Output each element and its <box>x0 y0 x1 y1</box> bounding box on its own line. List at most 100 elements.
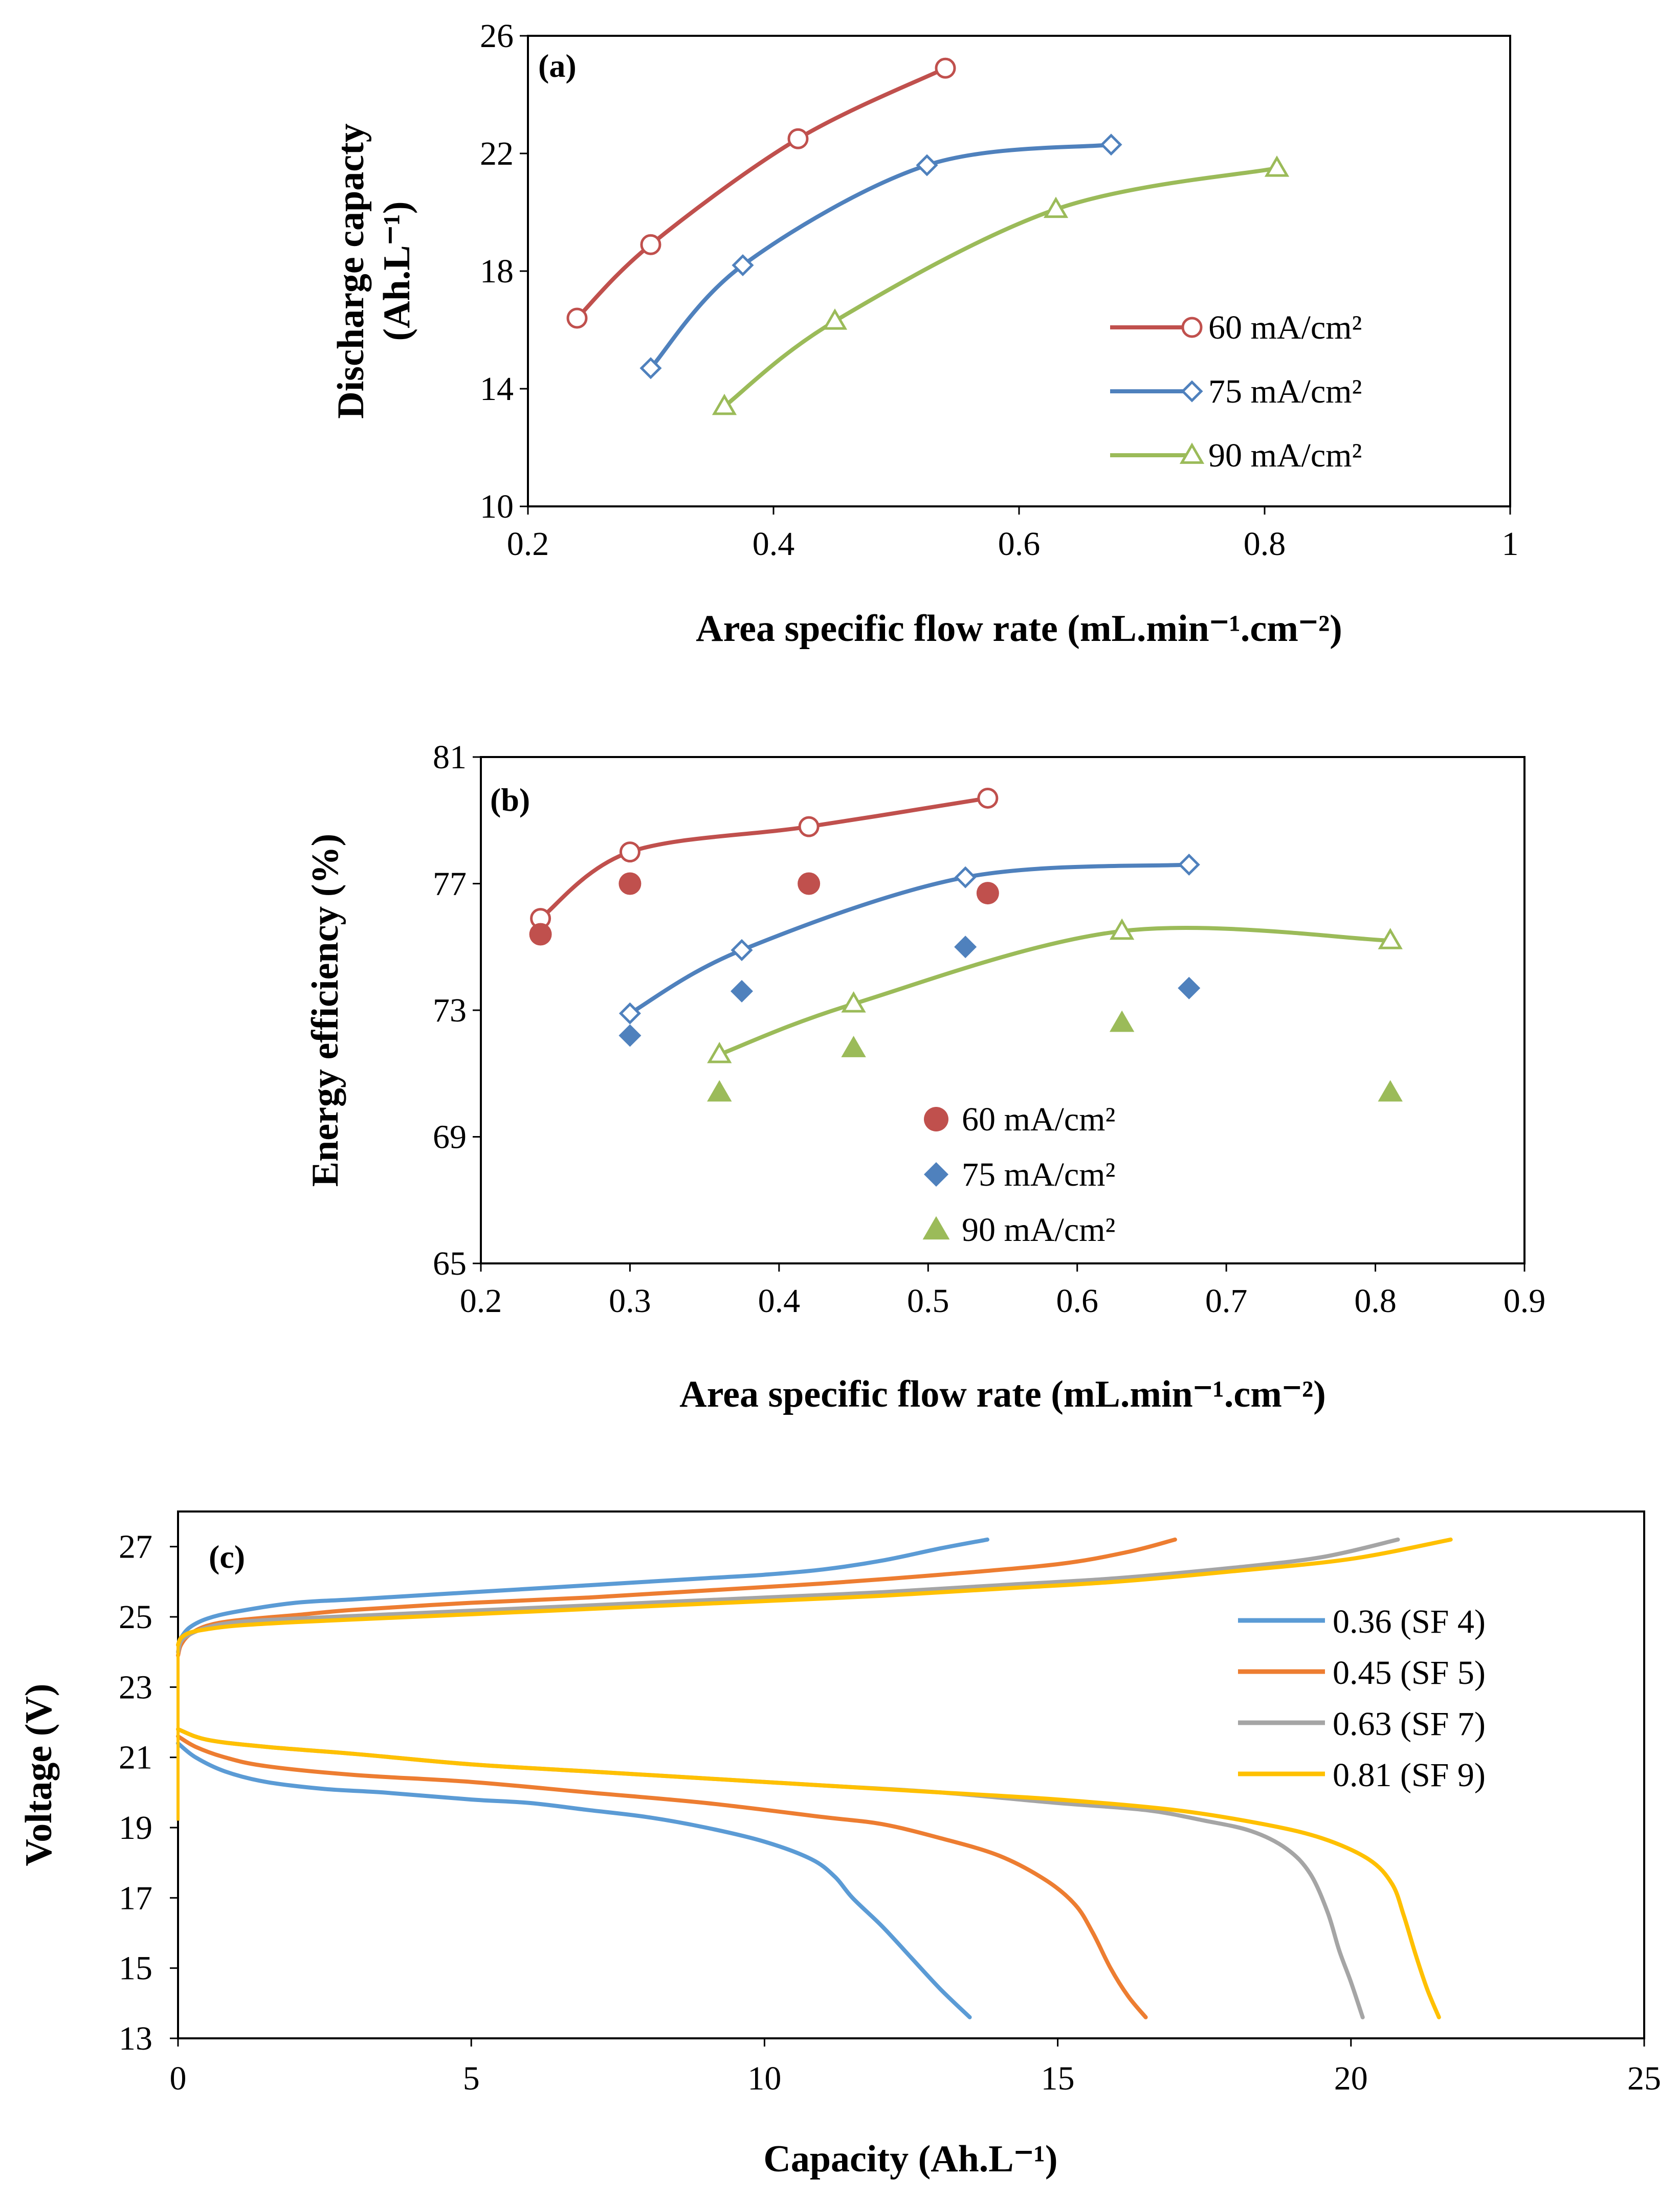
data-point-filled-triangle <box>1109 1010 1135 1032</box>
trend-line-circle <box>538 796 990 921</box>
panel-a-plot-frame <box>527 35 1511 507</box>
y-tick-label: 10 <box>480 488 514 525</box>
trend-point-circle <box>977 787 999 809</box>
data-point-triangle <box>1264 155 1290 177</box>
data-point-filled-triangle <box>841 1036 866 1057</box>
y-tick-label: 26 <box>480 17 514 55</box>
x-tick-label: 0.4 <box>753 525 795 563</box>
trend-point-diamond <box>731 939 753 961</box>
y-tick-label: 15 <box>119 1950 152 1987</box>
x-tick-label: 10 <box>747 2060 781 2097</box>
y-tick-label: 69 <box>433 1119 467 1156</box>
x-tick-label: 20 <box>1334 2060 1368 2097</box>
y-tick-label: 81 <box>433 739 467 776</box>
x-tick-label: 0.8 <box>1244 525 1286 563</box>
legend-label: 75 mA/cm² <box>1208 373 1362 410</box>
y-tick-label: 65 <box>433 1245 467 1282</box>
data-point-circle <box>640 234 661 255</box>
x-tick-label: 0.6 <box>998 525 1041 563</box>
panel-a-ticks: 0.2 0.4 0.6 0.8 1 10 14 18 22 26 <box>480 17 1519 563</box>
legend-label: 60 mA/cm² <box>1208 309 1362 346</box>
data-point-triangle <box>1043 196 1069 218</box>
trend-point-triangle <box>841 991 866 1013</box>
legend-marker-triangle <box>1179 442 1205 464</box>
x-tick-label: 0.7 <box>1205 1282 1248 1320</box>
discharge-curve <box>176 1727 1365 2019</box>
data-point-circle <box>787 128 809 149</box>
discharge-curve <box>176 1727 1441 2019</box>
trend-point-triangle <box>707 1041 732 1063</box>
x-tick-label: 0.2 <box>460 1282 502 1320</box>
y-tick-label: 77 <box>433 865 467 903</box>
panel-b-series <box>529 787 1403 1102</box>
legend-marker-filled-circle <box>924 1107 948 1131</box>
x-tick-label: 5 <box>463 2060 480 2097</box>
data-point-diamond <box>1100 134 1122 156</box>
data-point-filled-circle <box>618 872 642 895</box>
discharge-curve <box>176 1741 972 2019</box>
series-line-diamond <box>649 142 1113 370</box>
panel-a-legend: 60 mA/cm² 75 mA/cm² 90 mA/cm² <box>1110 309 1362 474</box>
series-line-circle <box>575 66 947 320</box>
x-tick-label: 0.3 <box>609 1282 651 1320</box>
panel-b-ticks: 0.2 0.3 0.4 0.5 0.6 0.7 0.8 0.9 65 69 73 77 81 <box>433 739 1545 1320</box>
x-tick-label: 0.6 <box>1056 1282 1098 1320</box>
data-point-circle <box>935 57 956 79</box>
data-point-filled-diamond <box>618 1024 642 1047</box>
y-tick-label: 21 <box>119 1739 152 1776</box>
data-point-triangle <box>712 393 737 415</box>
data-point-diamond <box>732 254 754 277</box>
data-point-diamond <box>639 357 662 380</box>
panel-b-label: (b) <box>490 782 530 818</box>
x-tick-label: 0.2 <box>507 525 549 563</box>
trend-point-diamond <box>1178 853 1200 876</box>
y-tick-label: 13 <box>119 2020 152 2057</box>
trend-point-triangle <box>1378 928 1403 949</box>
legend-marker-filled-diamond <box>924 1162 948 1187</box>
data-point-filled-circle <box>976 882 999 905</box>
legend-label: 90 mA/cm² <box>1208 437 1362 474</box>
panel-c-ticks: 0 5 10 15 20 25 13 15 17 19 21 23 25 27 <box>119 1528 1661 2097</box>
panel-a-y-axis-title-line2: (Ah.L⁻¹) <box>376 202 418 341</box>
panel-c-legend: 0.36 (SF 4) 0.45 (SF 5) 0.63 (SF 7) 0.81 (S… <box>1238 1603 1486 1794</box>
legend-label: 0.36 (SF 4) <box>1333 1603 1486 1640</box>
panel-a-label: (a) <box>538 48 577 84</box>
panel-b-energy-efficiency-chart: 0.2 0.3 0.4 0.5 0.6 0.7 0.8 0.9 65 69 73 77 81 (b) A… <box>304 739 1545 1415</box>
legend-label: 0.63 (SF 7) <box>1333 1705 1486 1743</box>
y-tick-label: 18 <box>480 253 514 290</box>
trend-point-diamond <box>618 1002 641 1025</box>
data-point-filled-diamond <box>954 936 977 959</box>
trend-point-circle <box>619 841 640 863</box>
data-point-filled-circle <box>798 872 821 895</box>
y-tick-label: 19 <box>119 1809 152 1847</box>
series-line-triangle <box>722 166 1279 409</box>
legend-label: 0.45 (SF 5) <box>1333 1654 1486 1692</box>
data-point-triangle <box>822 308 848 330</box>
legend-marker-diamond <box>1181 380 1203 403</box>
data-point-filled-triangle <box>707 1080 732 1102</box>
panel-b-legend: 60 mA/cm² 75 mA/cm² 90 mA/cm² <box>922 1101 1115 1249</box>
y-tick-label: 22 <box>480 135 514 172</box>
data-point-filled-diamond <box>731 980 753 1003</box>
panel-a-y-axis-title-line1: Discharge capacty <box>330 123 372 418</box>
y-tick-label: 23 <box>119 1669 152 1706</box>
legend-label: 60 mA/cm² <box>962 1101 1115 1138</box>
panel-b-y-axis-title: Energy efficiency (%) <box>304 834 346 1187</box>
data-point-filled-circle <box>529 923 552 946</box>
x-tick-label: 25 <box>1627 2060 1661 2097</box>
charge-curve <box>176 1537 1400 1654</box>
charge-curve <box>176 1537 1453 1647</box>
trend-line-triangle <box>717 925 1392 1057</box>
x-tick-label: 1 <box>1502 525 1519 563</box>
panel-a-discharge-capacity-chart: 0.2 0.4 0.6 0.8 1 10 14 18 22 26 (a) Area specifi… <box>330 17 1519 650</box>
data-point-filled-triangle <box>1378 1080 1403 1102</box>
legend-label: 75 mA/cm² <box>962 1156 1115 1193</box>
data-point-filled-diamond <box>1178 976 1201 999</box>
trend-point-diamond <box>954 866 977 888</box>
panel-b-x-axis-title: Area specific flow rate (mL.min⁻¹.cm⁻²) <box>679 1373 1326 1415</box>
x-tick-label: 0.9 <box>1504 1282 1546 1320</box>
x-tick-label: 0.8 <box>1354 1282 1397 1320</box>
y-tick-label: 25 <box>119 1598 152 1636</box>
x-tick-label: 0.5 <box>907 1282 949 1320</box>
trend-point-circle <box>798 816 820 837</box>
